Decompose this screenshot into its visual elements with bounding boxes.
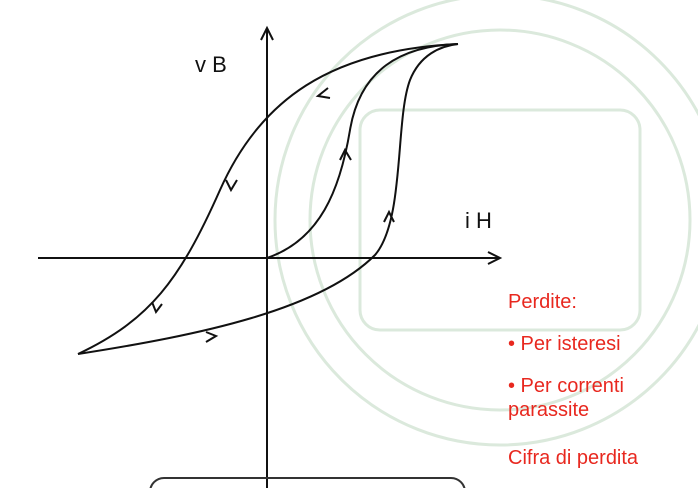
- notes-heading: Perdite:: [508, 291, 577, 313]
- direction-arrows: [151, 87, 395, 343]
- x-axis-label: i H: [465, 208, 492, 233]
- notes-item: • Per isteresi: [508, 333, 621, 355]
- hysteresis-loop: [77, 43, 459, 355]
- notes-item: • Per correnti parassite: [508, 375, 624, 421]
- watermark-seal: [273, 0, 698, 447]
- bottom-box: [149, 477, 466, 488]
- y-axis-label: v B: [195, 52, 227, 77]
- notes-footer: Cifra di perdita: [508, 447, 639, 469]
